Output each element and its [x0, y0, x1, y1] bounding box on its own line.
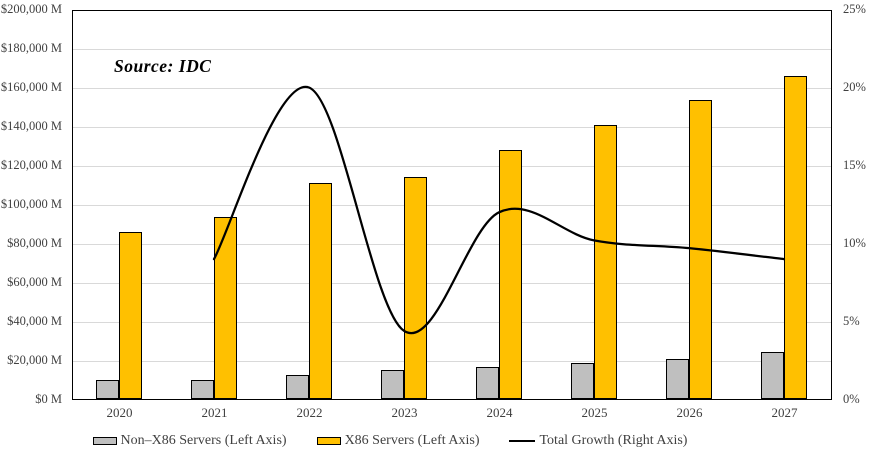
bar-x86-2023 [404, 176, 427, 399]
x-axis-label: 2025 [581, 405, 608, 420]
left-axis-tick: $200,000 M [0, 2, 62, 16]
legend-swatch-x86 [316, 437, 341, 445]
x-axis-label: 2027 [771, 405, 798, 420]
legend: Non–X86 Servers (Left Axis) X86 Servers … [0, 433, 780, 449]
legend-label-nonx86: Non–X86 Servers (Left Axis) [120, 433, 287, 448]
right-axis-tick: 20% [843, 80, 866, 94]
right-axis-tick: 10% [843, 236, 866, 250]
left-axis-tick: $140,000 M [0, 119, 62, 133]
bar-x86-2025 [594, 125, 617, 399]
gridline [73, 360, 831, 362]
legend-label-x86: X86 Servers (Left Axis) [344, 433, 480, 448]
legend-label-growth: Total Growth (Right Axis) [539, 433, 688, 448]
growth-line [212, 86, 786, 335]
legend-line-swatch [509, 440, 536, 442]
source-annotation: Source: IDC [114, 56, 212, 76]
left-axis-tick: $100,000 M [0, 197, 62, 211]
bar-nonx86-2024 [476, 366, 499, 399]
right-axis-tick: 0% [843, 392, 860, 406]
bar-x86-2024 [499, 150, 522, 399]
bar-nonx86-2022 [286, 374, 309, 399]
x-axis-label: 2026 [676, 405, 703, 420]
bar-nonx86-2027 [761, 352, 784, 399]
gridline [73, 204, 831, 206]
left-axis-tick: $20,000 M [7, 353, 62, 367]
left-axis-tick: $60,000 M [7, 275, 62, 289]
x-axis-label: 2021 [201, 405, 228, 420]
bar-nonx86-2020 [96, 380, 119, 399]
right-axis-tick: 15% [843, 158, 866, 172]
x-axis-label: 2024 [486, 405, 513, 420]
growth-line-path [212, 86, 786, 335]
bar-x86-2020 [119, 232, 142, 399]
right-axis-tick: 5% [843, 314, 860, 328]
left-axis-tick: $180,000 M [0, 41, 62, 55]
bar-x86-2021 [214, 216, 237, 399]
bar-nonx86-2025 [571, 362, 594, 399]
left-axis-tick: $0 M [35, 392, 62, 406]
bar-nonx86-2021 [191, 380, 214, 399]
gridline [73, 243, 831, 245]
legend-item-nonx86: Non–X86 Servers (Left Axis) [92, 433, 287, 449]
legend-item-x86: X86 Servers (Left Axis) [316, 433, 480, 449]
bar-x86-2027 [784, 76, 807, 399]
legend-swatch-nonx86 [92, 437, 117, 445]
right-axis-tick: 25% [843, 2, 866, 16]
x-axis-label: 2020 [106, 405, 133, 420]
left-axis-tick: $160,000 M [0, 80, 62, 94]
x-axis-label: 2023 [391, 405, 418, 420]
legend-item-growth: Total Growth (Right Axis) [509, 433, 687, 449]
bar-nonx86-2023 [381, 369, 404, 399]
gridline [73, 126, 831, 128]
bar-nonx86-2026 [666, 359, 689, 399]
gridline [73, 87, 831, 89]
plot-area [72, 10, 832, 400]
gridline [73, 321, 831, 323]
left-axis-tick: $120,000 M [0, 158, 62, 172]
left-axis-tick: $40,000 M [7, 314, 62, 328]
left-axis-tick: $80,000 M [7, 236, 62, 250]
bar-x86-2022 [309, 182, 332, 399]
gridline [73, 165, 831, 167]
gridline [73, 48, 831, 50]
x-axis-label: 2022 [296, 405, 323, 420]
